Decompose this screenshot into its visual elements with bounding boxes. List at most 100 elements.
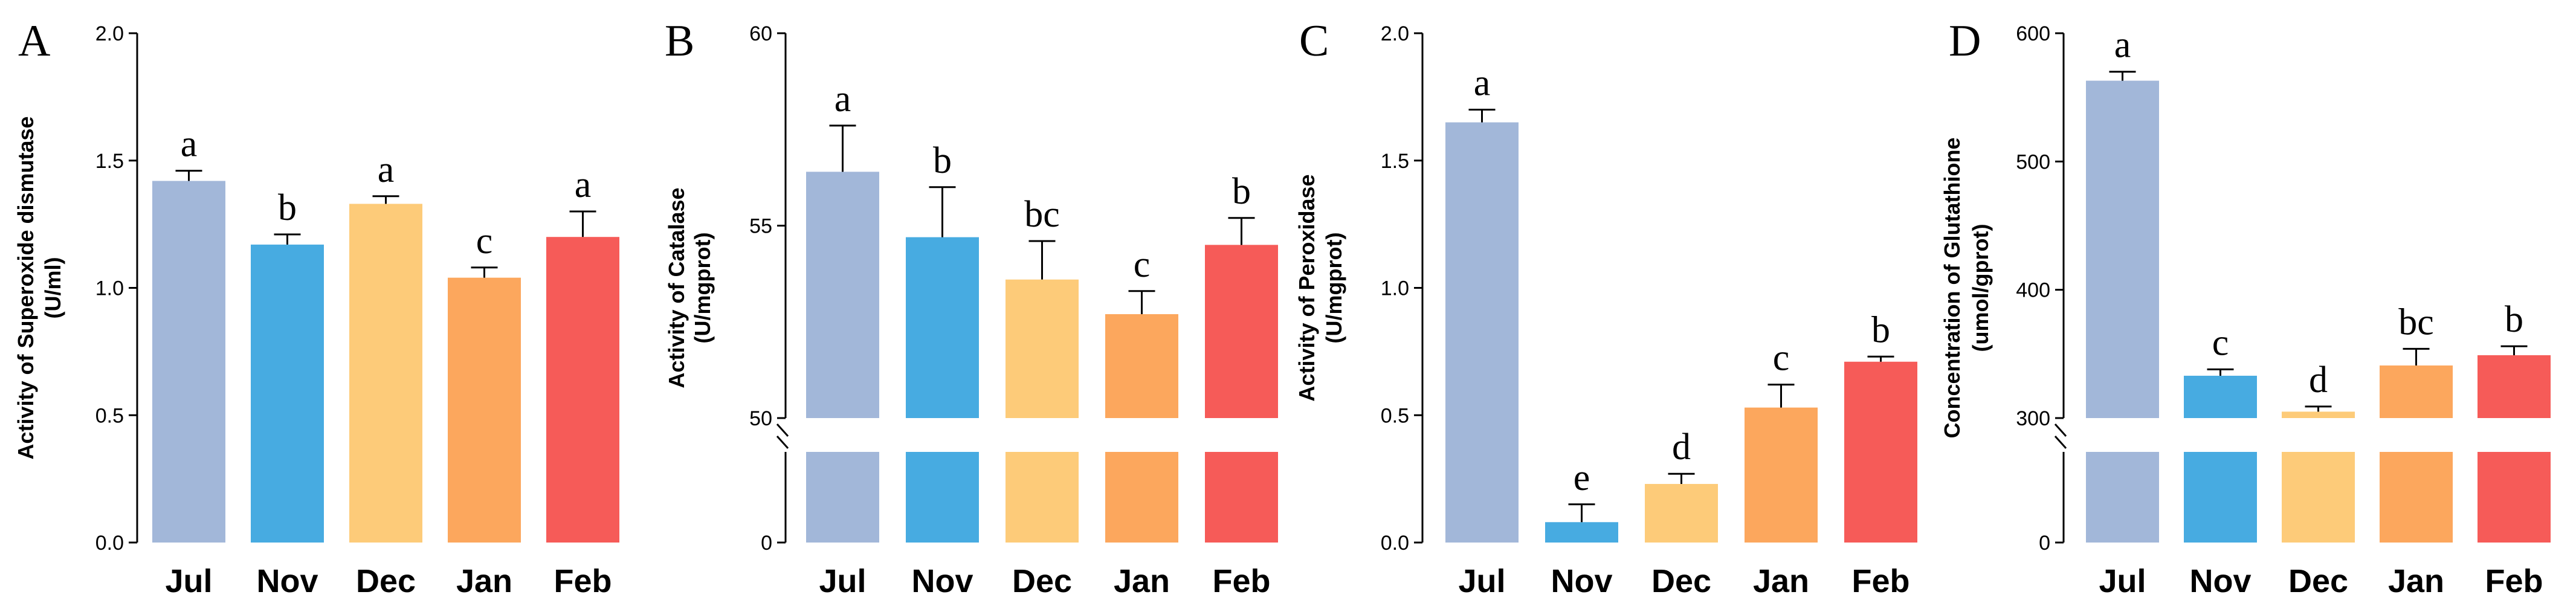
chart-panel-b: B Activity of Catalase (U/mgprot) 0 50 55 60 a J…	[664, 16, 1278, 599]
y-tick-label: 0	[761, 532, 772, 555]
y-tick-label: 50	[749, 407, 772, 430]
y-axis-title: Concentration of Glutathione	[1940, 138, 1964, 439]
significance-letter: d	[1672, 427, 1691, 468]
x-category-label: Feb	[554, 563, 612, 599]
bar-jul	[152, 181, 225, 543]
significance-letter: c	[1134, 244, 1151, 285]
bar-jul-lower	[2086, 452, 2159, 543]
y-tick-label: 0.5	[95, 404, 124, 427]
bar-feb	[1205, 245, 1278, 418]
x-category-label: Jul	[165, 563, 212, 599]
significance-letter: a	[378, 149, 395, 190]
significance-letter: b	[278, 187, 297, 228]
bar-jan-lower	[1105, 452, 1178, 543]
y-axis-unit: (U/mgprot)	[690, 233, 715, 344]
x-category-label: Nov	[2189, 563, 2251, 599]
axis-break-mark	[2054, 423, 2067, 437]
bar-dec-lower	[2282, 452, 2355, 543]
x-category-label: Dec	[2288, 563, 2348, 599]
y-axis-title: Activity of Peroxidase	[1294, 174, 1319, 401]
x-category-label: Nov	[1551, 563, 1612, 599]
bar-nov	[2184, 375, 2257, 418]
bar-feb	[546, 237, 619, 543]
y-axis-title: Activity of Catalase	[664, 187, 689, 388]
x-category-label: Feb	[1851, 563, 1909, 599]
axis-break-mark	[776, 435, 789, 449]
y-axis-unit: (U/mgprot)	[1322, 233, 1346, 344]
y-tick-label: 1.5	[95, 150, 124, 173]
chart-panel-d: D Concentration of Glutathione (umol/gprot…	[1940, 16, 2551, 599]
bar-nov-lower	[2184, 452, 2257, 543]
bar-nov-lower	[906, 452, 979, 543]
significance-letter: e	[1574, 457, 1590, 498]
x-category-label: Nov	[911, 563, 973, 599]
significance-letter: c	[476, 221, 493, 262]
bar-nov	[1545, 522, 1618, 543]
significance-letter: c	[1773, 338, 1790, 379]
significance-letter: bc	[1024, 194, 1060, 235]
y-tick-label: 1.0	[95, 277, 124, 300]
significance-letter: d	[2309, 359, 2328, 401]
x-category-label: Feb	[2485, 563, 2543, 599]
x-category-label: Dec	[356, 563, 416, 599]
axis-break-mark	[2054, 435, 2067, 449]
bar-dec	[1006, 279, 1079, 418]
bar-dec-lower	[1006, 452, 1079, 543]
y-axis-title: Activity of Superoxide dismutase	[13, 116, 38, 459]
x-category-label: Feb	[1212, 563, 1270, 599]
x-category-label: Jul	[1458, 563, 1505, 599]
panel-letter: B	[665, 16, 694, 66]
y-tick-label: 300	[2016, 407, 2050, 430]
significance-letter: b	[933, 140, 952, 181]
y-axis-unit: (umol/gprot)	[1968, 224, 1993, 352]
significance-letter: a	[1474, 62, 1491, 103]
y-tick-label: 0.0	[95, 532, 124, 555]
bar-feb	[1844, 361, 1917, 543]
x-category-label: Jan	[1753, 563, 1809, 599]
x-category-label: Dec	[1012, 563, 1072, 599]
significance-letter: bc	[2398, 301, 2434, 343]
panel-letter: D	[1949, 16, 1981, 66]
bar-jan	[448, 277, 521, 543]
bar-feb	[2478, 355, 2551, 418]
panel-letter: C	[1299, 16, 1329, 66]
y-tick-label: 500	[2016, 150, 2050, 173]
bar-jan	[1745, 407, 1818, 543]
bar-jul-lower	[806, 452, 879, 543]
significance-letter: b	[1232, 171, 1251, 212]
bar-dec	[349, 204, 422, 543]
y-tick-label: 2.0	[95, 22, 124, 45]
y-tick-label: 600	[2016, 22, 2050, 45]
panel-letter: A	[18, 16, 50, 66]
bar-jul	[806, 172, 879, 418]
y-tick-label: 55	[749, 215, 772, 238]
significance-letter: b	[2505, 299, 2523, 340]
x-category-label: Nov	[256, 563, 318, 599]
significance-letter: b	[1871, 309, 1890, 350]
bar-jan	[2380, 365, 2453, 418]
significance-letter: a	[575, 164, 592, 205]
bar-feb-lower	[1205, 452, 1278, 543]
x-category-label: Jan	[1114, 563, 1170, 599]
x-category-label: Jan	[2388, 563, 2444, 599]
y-axis-unit: (U/ml)	[40, 257, 65, 319]
bar-jan	[1105, 314, 1178, 418]
x-category-label: Dec	[1651, 563, 1711, 599]
bar-jul	[1445, 122, 1519, 543]
significance-letter: a	[181, 124, 198, 165]
chart-panel-c: C Activity of Peroxidase (U/mgprot) 0.0 0.5 1…	[1294, 16, 1917, 599]
bar-dec	[2282, 411, 2355, 418]
y-tick-label: 0	[2039, 532, 2050, 555]
significance-letter: a	[834, 79, 851, 120]
y-tick-label: 60	[749, 22, 772, 45]
x-category-label: Jul	[819, 563, 866, 599]
x-category-label: Jul	[2099, 563, 2146, 599]
y-tick-label: 0.0	[1381, 532, 1409, 555]
y-tick-label: 400	[2016, 279, 2050, 302]
bar-nov	[906, 237, 979, 418]
x-category-label: Jan	[456, 563, 512, 599]
y-tick-label: 2.0	[1381, 22, 1409, 45]
significance-letter: a	[2114, 25, 2131, 66]
bar-jan-lower	[2380, 452, 2453, 543]
